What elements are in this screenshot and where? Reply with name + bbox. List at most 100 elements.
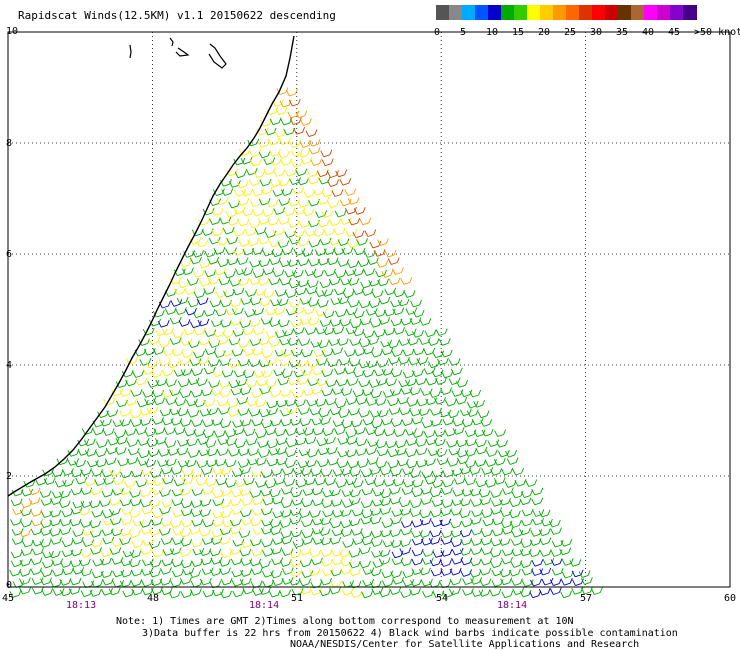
wind-barb: [287, 338, 299, 346]
wind-barb: [501, 487, 514, 495]
wind-barb: [193, 290, 206, 299]
wind-barb: [375, 378, 388, 386]
wind-barb: [312, 427, 325, 436]
wind-barb: [148, 540, 161, 549]
wind-barb: [160, 519, 173, 527]
wind-barb: [391, 349, 404, 357]
wind-barb: [420, 497, 433, 505]
wind-barb: [393, 429, 406, 438]
wind-barb: [253, 370, 266, 378]
wind-barb: [90, 487, 103, 496]
wind-barb: [204, 347, 217, 356]
wind-barb: [270, 468, 283, 476]
wind-barb: [348, 359, 361, 367]
wind-barb: [280, 500, 293, 509]
wind-barb: [345, 229, 358, 237]
wind-barb: [174, 307, 187, 315]
wind-barb: [130, 579, 143, 587]
wind-barb: [119, 498, 132, 507]
wind-barb: [490, 507, 503, 515]
wind-barb: [447, 459, 459, 467]
wind-barb: [571, 587, 584, 595]
wind-barb: [207, 359, 220, 367]
wind-barb: [531, 559, 544, 567]
wind-barb: [398, 338, 411, 346]
wind-barb: [328, 238, 341, 246]
wind-barb: [334, 400, 347, 409]
wind-barb: [216, 448, 229, 456]
wind-barb: [270, 157, 282, 166]
wind-barb: [328, 338, 341, 346]
wind-barb: [208, 217, 221, 226]
wind-barb: [351, 508, 364, 517]
wind-barb: [344, 206, 357, 215]
wind-barb: [273, 477, 286, 485]
wind-barb: [226, 236, 239, 245]
wind-barb: [448, 587, 461, 596]
wind-barb: [310, 158, 323, 167]
wind-barb: [317, 459, 329, 468]
wind-barb: [346, 260, 359, 269]
wind-barb: [19, 558, 32, 567]
wind-barb: [187, 410, 200, 418]
wind-barb: [479, 567, 492, 576]
wind-barb: [189, 588, 202, 596]
wind-barb: [59, 527, 72, 536]
wind-barb: [356, 460, 369, 469]
wind-barb: [61, 539, 74, 548]
wind-barb: [371, 587, 384, 595]
wind-barb: [409, 408, 422, 417]
wind-barb: [293, 127, 306, 135]
legend-swatch: [605, 5, 619, 20]
wind-barb: [233, 229, 246, 237]
wind-barb: [190, 579, 203, 588]
wind-barb: [309, 407, 322, 416]
wind-barb: [131, 587, 144, 596]
wind-barb: [212, 467, 225, 476]
wind-barb: [322, 428, 335, 437]
wind-barb: [189, 320, 202, 329]
wind-barb: [400, 277, 413, 285]
legend-swatch: [566, 5, 580, 20]
wind-barb: [419, 318, 432, 326]
wind-barb: [100, 418, 112, 427]
wind-barb: [252, 307, 265, 316]
wind-barb: [71, 537, 84, 545]
wind-barb: [321, 388, 334, 397]
wind-barb: [31, 577, 44, 585]
wind-barb: [51, 469, 64, 478]
wind-barb: [258, 259, 271, 268]
wind-barb: [349, 469, 361, 477]
legend-swatch: [514, 5, 528, 20]
wind-barb: [186, 278, 199, 286]
wind-barb: [493, 477, 506, 485]
wind-barb: [480, 537, 493, 546]
wind-barb: [324, 268, 336, 277]
wind-barb: [210, 388, 223, 396]
wind-barb: [390, 516, 402, 525]
wind-barb: [334, 209, 347, 218]
wind-barb: [373, 329, 386, 338]
wind-barb: [305, 286, 318, 295]
wind-barb: [409, 387, 421, 396]
wind-barb: [219, 358, 231, 367]
wind-barb: [169, 520, 182, 529]
wind-barb: [201, 487, 214, 495]
wind-barb: [288, 300, 301, 308]
wind-barb: [119, 537, 132, 546]
wind-barb: [327, 170, 339, 178]
map-frame: [7, 31, 731, 588]
wind-barb: [218, 407, 230, 415]
wind-barb: [237, 408, 250, 416]
wind-barb: [310, 557, 323, 566]
wind-barb: [307, 299, 320, 307]
wind-barb: [531, 487, 544, 496]
wind-barb: [162, 476, 174, 485]
wind-barb: [350, 528, 363, 536]
wind-barb: [59, 578, 72, 586]
wind-barb: [120, 470, 132, 479]
wind-barb: [260, 526, 273, 535]
wind-barb: [165, 379, 177, 387]
wind-barb: [232, 589, 245, 598]
wind-barb: [468, 467, 481, 476]
